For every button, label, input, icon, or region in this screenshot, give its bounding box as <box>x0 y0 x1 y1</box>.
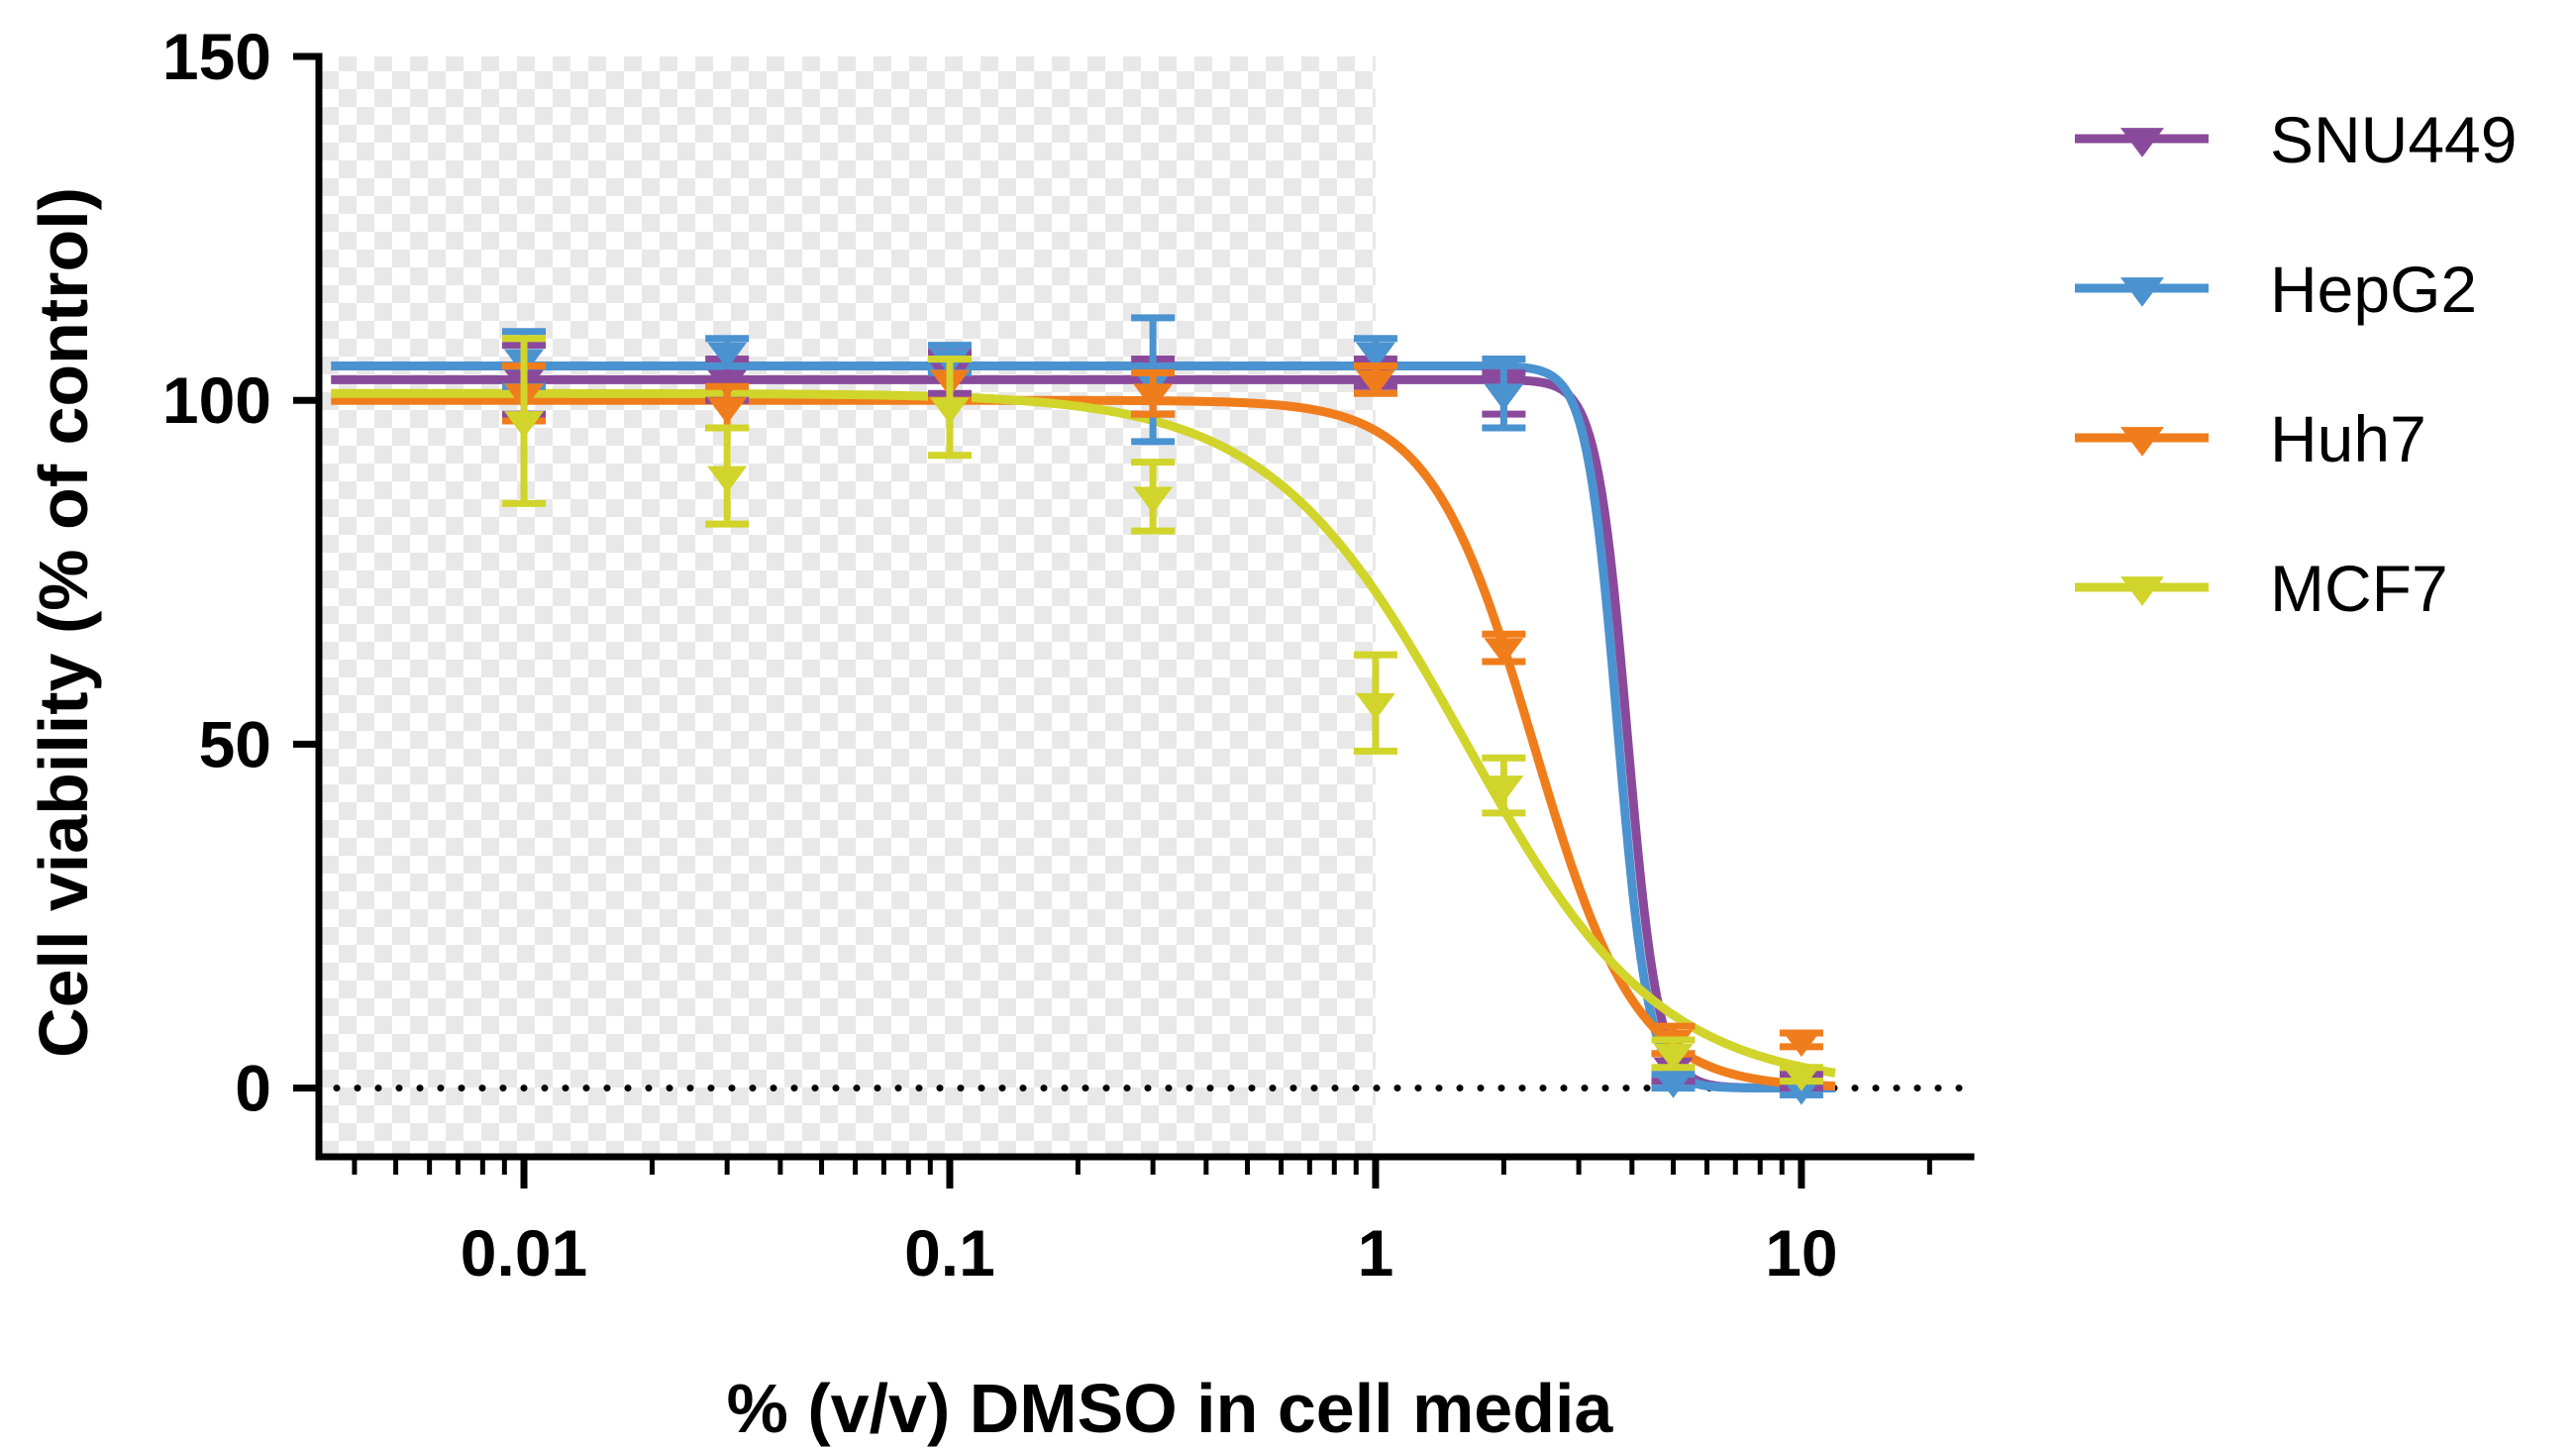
fit-curve-mcf7 <box>329 388 1837 1078</box>
data-point-mcf7 <box>1653 1043 1694 1071</box>
fit-curves <box>329 361 1837 1093</box>
legend-label-mcf7: MCF7 <box>2270 552 2448 625</box>
legend-marker-huh7 <box>2120 427 2164 457</box>
data-point-huh7 <box>1355 369 1395 397</box>
y-axis-title: Cell viability (% of control) <box>25 187 102 1058</box>
legend-marker-snu449 <box>2120 128 2164 157</box>
y-tick-label: 50 <box>199 707 271 780</box>
data-point-mcf7 <box>1781 1064 1821 1091</box>
data-point-huh7 <box>1484 638 1524 666</box>
x-axis-title: % (v/v) DMSO in cell media <box>727 1370 1614 1447</box>
y-tick-label: 0 <box>235 1052 271 1125</box>
x-axis-ticks: 0.01 0.1 1 10 <box>352 1157 1932 1290</box>
y-axis-ticks: 0 50 100 150 <box>162 20 319 1125</box>
data-point-mcf7 <box>707 465 748 493</box>
data-point-hepg2 <box>707 342 748 369</box>
data-point-hepg2 <box>1653 1071 1694 1098</box>
data-point-hepg2 <box>1355 342 1395 369</box>
legend-marker-hepg2 <box>2120 277 2164 307</box>
x-tick-label: 1 <box>1358 1216 1394 1290</box>
fit-curve-hepg2 <box>329 361 1837 1093</box>
fit-curve-snu449 <box>329 374 1837 1093</box>
shaded-region <box>319 56 1376 1157</box>
data-point-hepg2 <box>1484 383 1524 411</box>
data-point-huh7 <box>707 397 748 425</box>
data-point-huh7 <box>1133 383 1174 411</box>
x-tick-label: 0.01 <box>461 1216 587 1290</box>
legend-marker-mcf7 <box>2120 576 2164 606</box>
data-point-mcf7 <box>1355 692 1395 720</box>
data-point-mcf7 <box>929 397 970 425</box>
legend-label-hepg2: HepG2 <box>2270 253 2477 326</box>
data-point-hepg2 <box>1781 1078 1821 1105</box>
y-tick-label: 100 <box>162 363 271 437</box>
data-point-huh7 <box>1781 1030 1821 1058</box>
x-tick-label: 0.1 <box>904 1216 995 1290</box>
data-point-mcf7 <box>1484 775 1524 803</box>
data-point-mcf7 <box>504 411 545 439</box>
data-points <box>502 314 1823 1105</box>
x-tick-label: 10 <box>1765 1216 1837 1290</box>
legend-label-snu449: SNU449 <box>2270 103 2517 176</box>
data-point-mcf7 <box>1133 486 1174 514</box>
legend: SNU449 HepG2 Huh7 MCF7 <box>2075 103 2517 625</box>
legend-label-huh7: Huh7 <box>2270 402 2426 475</box>
fit-curve-huh7 <box>329 395 1837 1091</box>
y-tick-label: 150 <box>162 20 271 93</box>
